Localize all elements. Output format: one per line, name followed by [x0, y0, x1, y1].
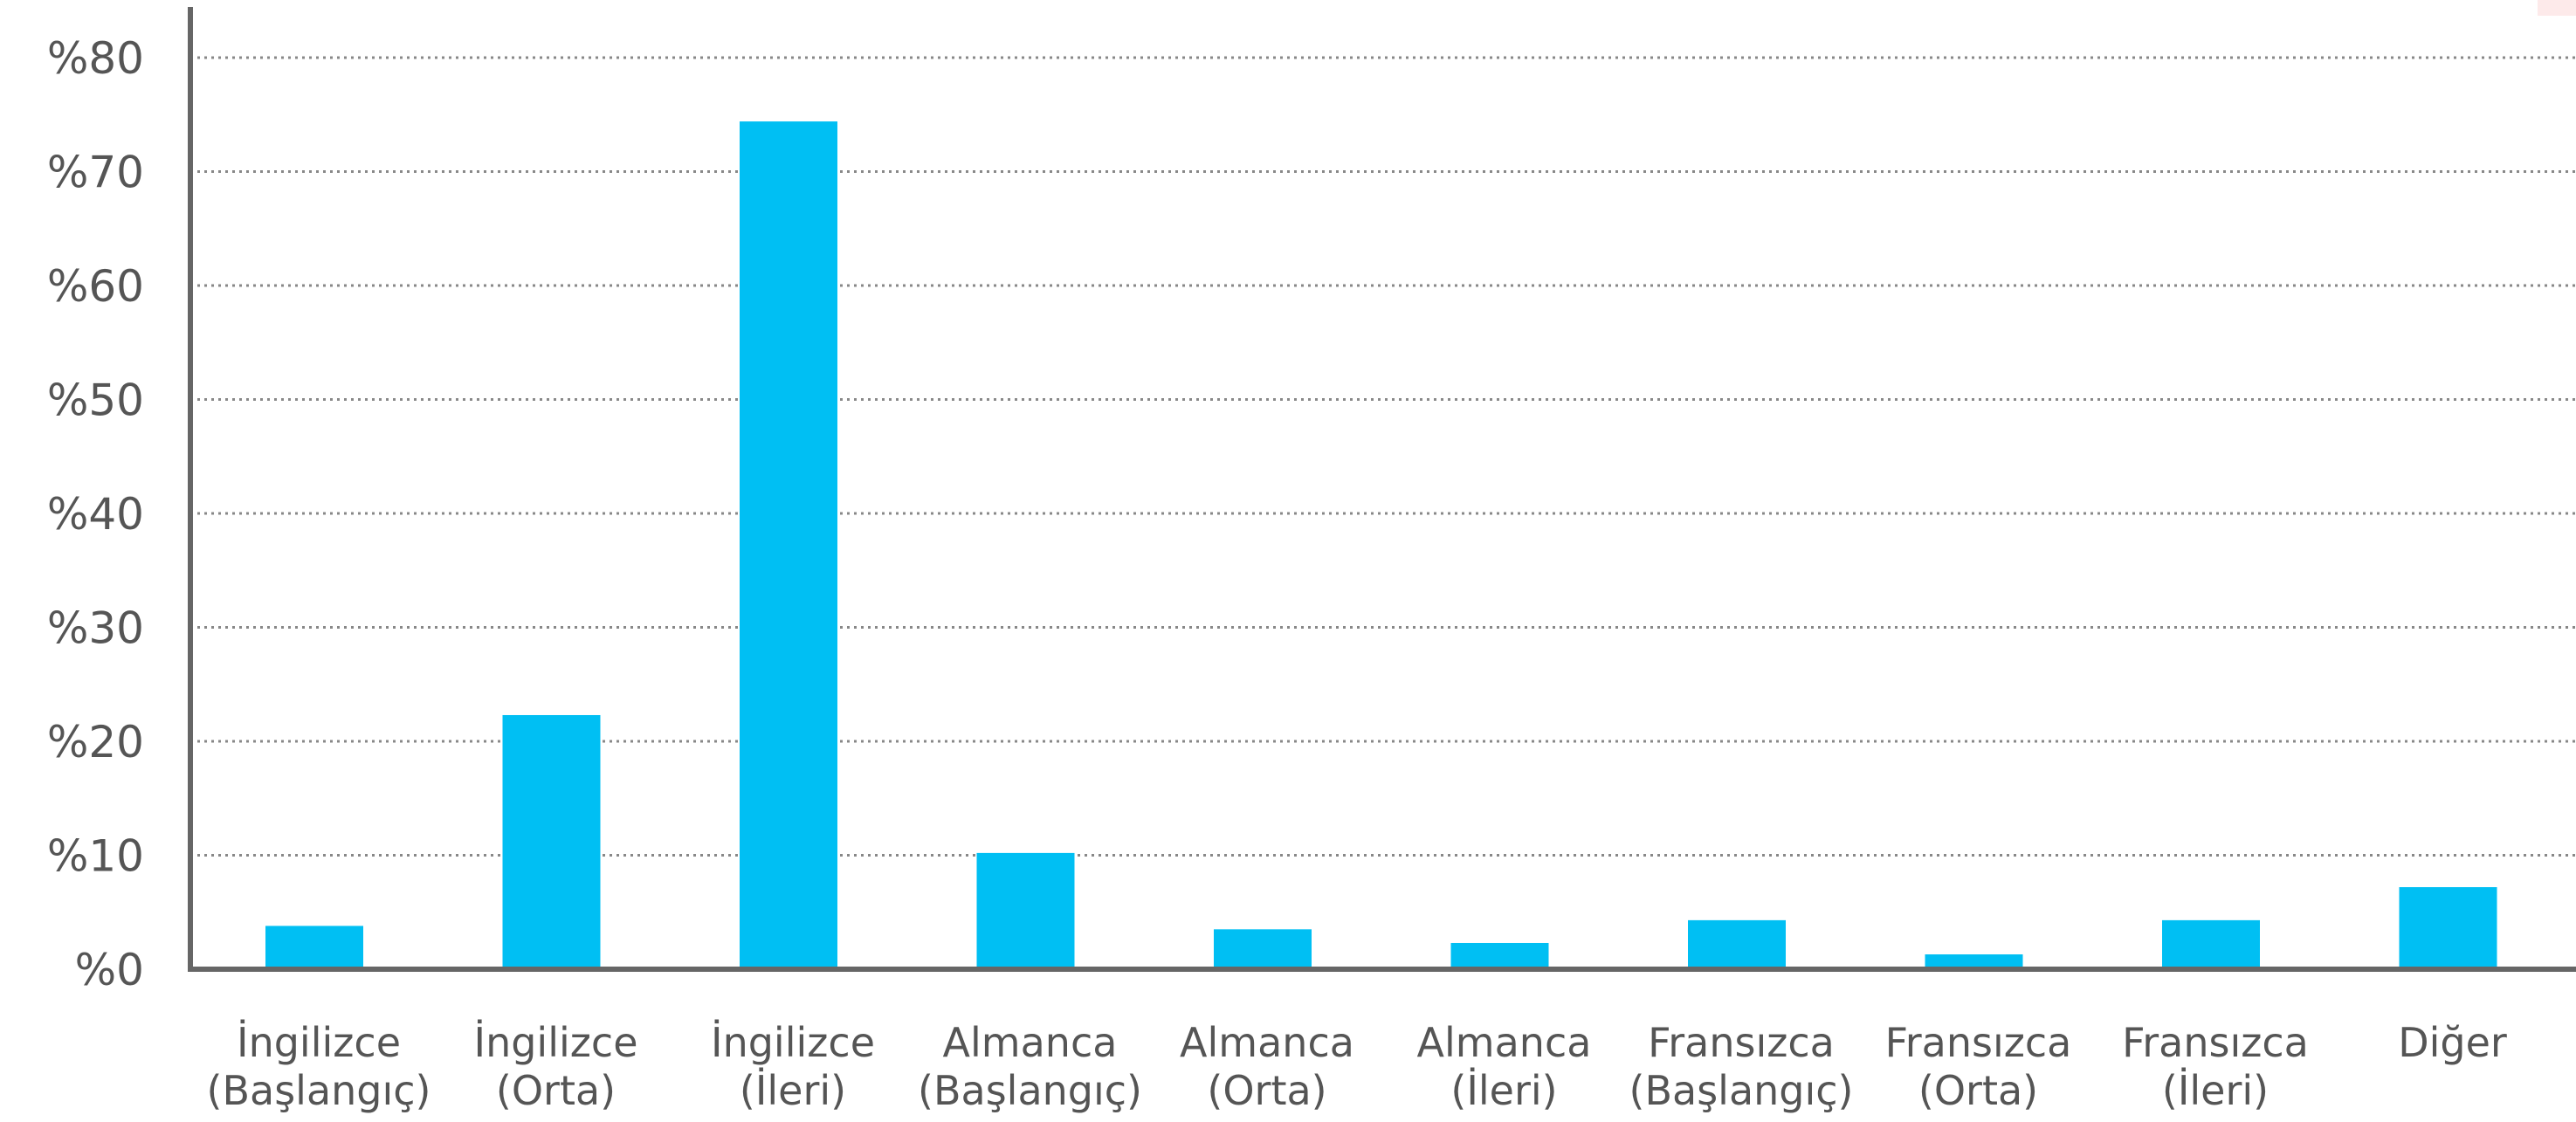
x-category-label: İngilizce [237, 1019, 401, 1066]
bar [740, 121, 837, 969]
bar [2399, 887, 2497, 969]
x-category-label: Diğer [2398, 1019, 2507, 1066]
corner-decoration [2538, 0, 2576, 16]
x-category-label: İngilizce [474, 1019, 638, 1066]
x-category-label: (Başlangıç) [1629, 1067, 1854, 1114]
bar [265, 926, 363, 969]
x-category-label: (İleri) [1450, 1067, 1557, 1114]
x-category-label: Almanca [1417, 1019, 1592, 1066]
x-category-label: Almanca [943, 1019, 1118, 1066]
bar [1450, 942, 1549, 969]
y-tick-label: %40 [47, 489, 144, 540]
y-tick-label: %0 [75, 945, 144, 995]
x-category-label: (Orta) [1918, 1067, 2038, 1114]
x-category-label: (Orta) [496, 1067, 616, 1114]
y-tick-label: %20 [47, 717, 144, 768]
y-tick-label: %10 [47, 831, 144, 882]
x-category-label: Fransızca [1648, 1019, 1835, 1066]
y-tick-label: %70 [47, 148, 144, 198]
y-tick-labels: %0 %10 %20 %30 %40 %50 %60 %70 %80 [47, 33, 144, 995]
x-category-label: Fransızca [1885, 1019, 2072, 1066]
y-tick-label: %50 [47, 375, 144, 426]
y-tick-label: %80 [47, 33, 144, 84]
x-category-label: Fransızca [2122, 1019, 2309, 1066]
bars [265, 121, 2497, 969]
bar [976, 852, 1075, 969]
x-category-label: (Orta) [1207, 1067, 1326, 1114]
x-category-label: Almanca [1180, 1019, 1354, 1066]
bar [1688, 919, 1786, 969]
x-category-labels: İngilizce(Başlangıç)İngilizce(Orta)İngil… [207, 1019, 2507, 1114]
x-category-label: (İleri) [2162, 1067, 2269, 1114]
y-tick-label: %30 [47, 603, 144, 654]
bar [2162, 919, 2260, 969]
axes [188, 7, 2576, 972]
x-category-label: (Başlangıç) [918, 1067, 1142, 1114]
bar [502, 714, 601, 969]
x-category-label: İngilizce [711, 1019, 875, 1066]
bar [1214, 929, 1312, 969]
x-category-label: (İleri) [740, 1067, 846, 1114]
y-tick-label: %60 [47, 261, 144, 312]
bar [1925, 954, 2023, 969]
x-category-label: (Başlangıç) [207, 1067, 431, 1114]
